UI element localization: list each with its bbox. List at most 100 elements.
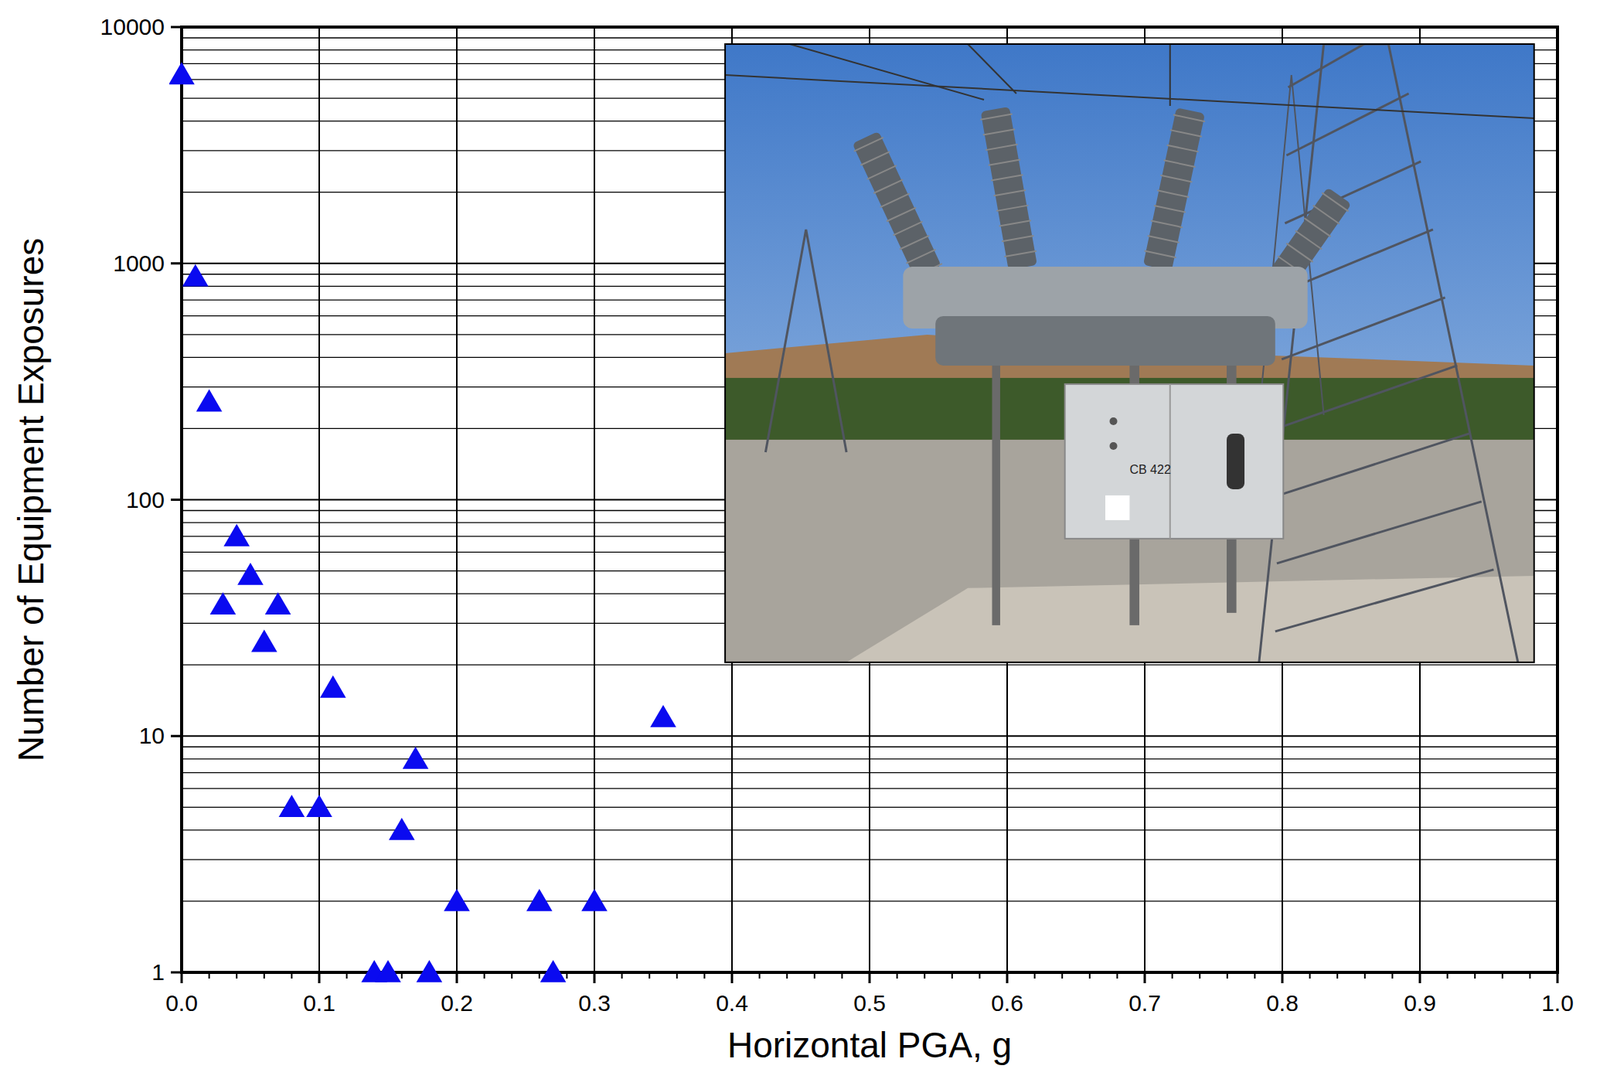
- grid-line: [456, 27, 458, 973]
- data-point: [526, 888, 553, 912]
- tick: [1006, 972, 1009, 984]
- minor-tick: [1061, 972, 1063, 979]
- data-point: [443, 888, 470, 912]
- minor-tick: [759, 972, 761, 979]
- minor-tick: [1226, 972, 1229, 979]
- tick-label: 1.0: [1541, 990, 1574, 1016]
- axis-title: Horizontal PGA, g: [727, 1024, 1012, 1066]
- minor-tick: [923, 972, 926, 979]
- minor-tick: [290, 972, 293, 979]
- tick: [180, 972, 184, 984]
- tick-label: 0.8: [1266, 990, 1299, 1016]
- tick-label: 0.2: [440, 990, 474, 1016]
- tick: [170, 498, 182, 501]
- tick: [1143, 972, 1147, 984]
- data-point: [265, 592, 292, 615]
- grid-line: [593, 27, 596, 973]
- minor-tick: [1501, 972, 1504, 979]
- data-point: [279, 794, 306, 818]
- tick: [1281, 972, 1284, 984]
- tick: [456, 972, 459, 984]
- minor-tick: [648, 972, 651, 979]
- tick-label: 0.6: [990, 990, 1024, 1016]
- minor-tick: [1391, 972, 1393, 979]
- data-point: [210, 592, 237, 615]
- minor-tick: [1253, 972, 1256, 979]
- minor-tick: [1034, 972, 1036, 979]
- minor-tick: [263, 972, 266, 979]
- minor-tick: [1336, 972, 1338, 979]
- tick-label: 1: [151, 959, 165, 985]
- tick: [593, 972, 596, 984]
- minor-tick: [483, 972, 486, 979]
- data-point: [182, 264, 209, 287]
- minor-tick: [1198, 972, 1201, 979]
- tick-label: 0.5: [853, 990, 886, 1016]
- tick-label: 100: [125, 486, 165, 513]
- minor-tick: [565, 972, 568, 979]
- tick: [170, 971, 182, 974]
- inset-photo: CB 422: [725, 25, 1535, 663]
- data-point: [169, 61, 195, 85]
- data-point: [388, 817, 416, 841]
- tick: [1556, 972, 1560, 984]
- tick: [318, 972, 321, 984]
- minor-tick: [1171, 972, 1174, 979]
- tick-label: 1000: [112, 250, 165, 276]
- minor-tick: [840, 972, 843, 979]
- grid-line: [318, 27, 320, 973]
- plot-frame: [181, 27, 1558, 973]
- minor-tick: [1116, 972, 1118, 979]
- axes: 0.00.10.20.30.40.50.60.70.80.91.01101001…: [100, 13, 1574, 1016]
- minor-tick: [1528, 972, 1531, 979]
- tick: [170, 26, 182, 29]
- minor-tick: [896, 972, 899, 979]
- minor-tick: [813, 972, 816, 979]
- data-point: [237, 562, 264, 586]
- minor-tick: [1364, 972, 1366, 979]
- tick: [170, 735, 182, 738]
- tick-label: 0.7: [1128, 990, 1161, 1016]
- minor-tick: [676, 972, 678, 979]
- minor-tick: [235, 972, 238, 979]
- minor-tick: [510, 972, 513, 979]
- data-point: [306, 794, 333, 818]
- minor-tick: [208, 972, 211, 979]
- data-point: [540, 960, 567, 983]
- tick-label: 10000: [100, 13, 165, 40]
- data-point: [196, 389, 223, 412]
- minor-tick: [1089, 972, 1091, 979]
- points: [169, 61, 677, 982]
- data-point: [374, 960, 402, 983]
- minor-tick: [401, 972, 403, 979]
- data-point: [251, 629, 278, 653]
- data-point: [581, 888, 608, 912]
- data-point: [650, 704, 677, 728]
- data-point: [416, 960, 443, 983]
- tick: [868, 972, 872, 984]
- minor-tick: [346, 972, 348, 979]
- grid: [181, 27, 1558, 973]
- tick: [731, 972, 734, 984]
- tick-label: 0.1: [302, 990, 336, 1016]
- axis-title: Number of Equipment Exposures: [10, 238, 52, 763]
- data-point: [223, 524, 250, 547]
- minor-tick: [703, 972, 705, 979]
- tick-label: 0.9: [1403, 990, 1437, 1016]
- tick: [1419, 972, 1422, 984]
- minor-tick: [786, 972, 788, 979]
- data-point: [320, 675, 347, 698]
- tick: [170, 262, 182, 265]
- tick-label: 0.3: [578, 990, 611, 1016]
- chart: CB 4220.00.10.20.30.40.50.60.70.80.91.01…: [0, 0, 1600, 1086]
- tick-label: 10: [139, 722, 165, 749]
- minor-tick: [538, 972, 541, 979]
- minor-tick: [1446, 972, 1449, 979]
- data-point: [402, 746, 429, 770]
- minor-tick: [951, 972, 954, 979]
- minor-tick: [1309, 972, 1311, 979]
- minor-tick: [978, 972, 981, 979]
- tick-label: 0.4: [715, 990, 749, 1016]
- minor-tick: [621, 972, 623, 979]
- annotation: CB 422: [1129, 462, 1171, 477]
